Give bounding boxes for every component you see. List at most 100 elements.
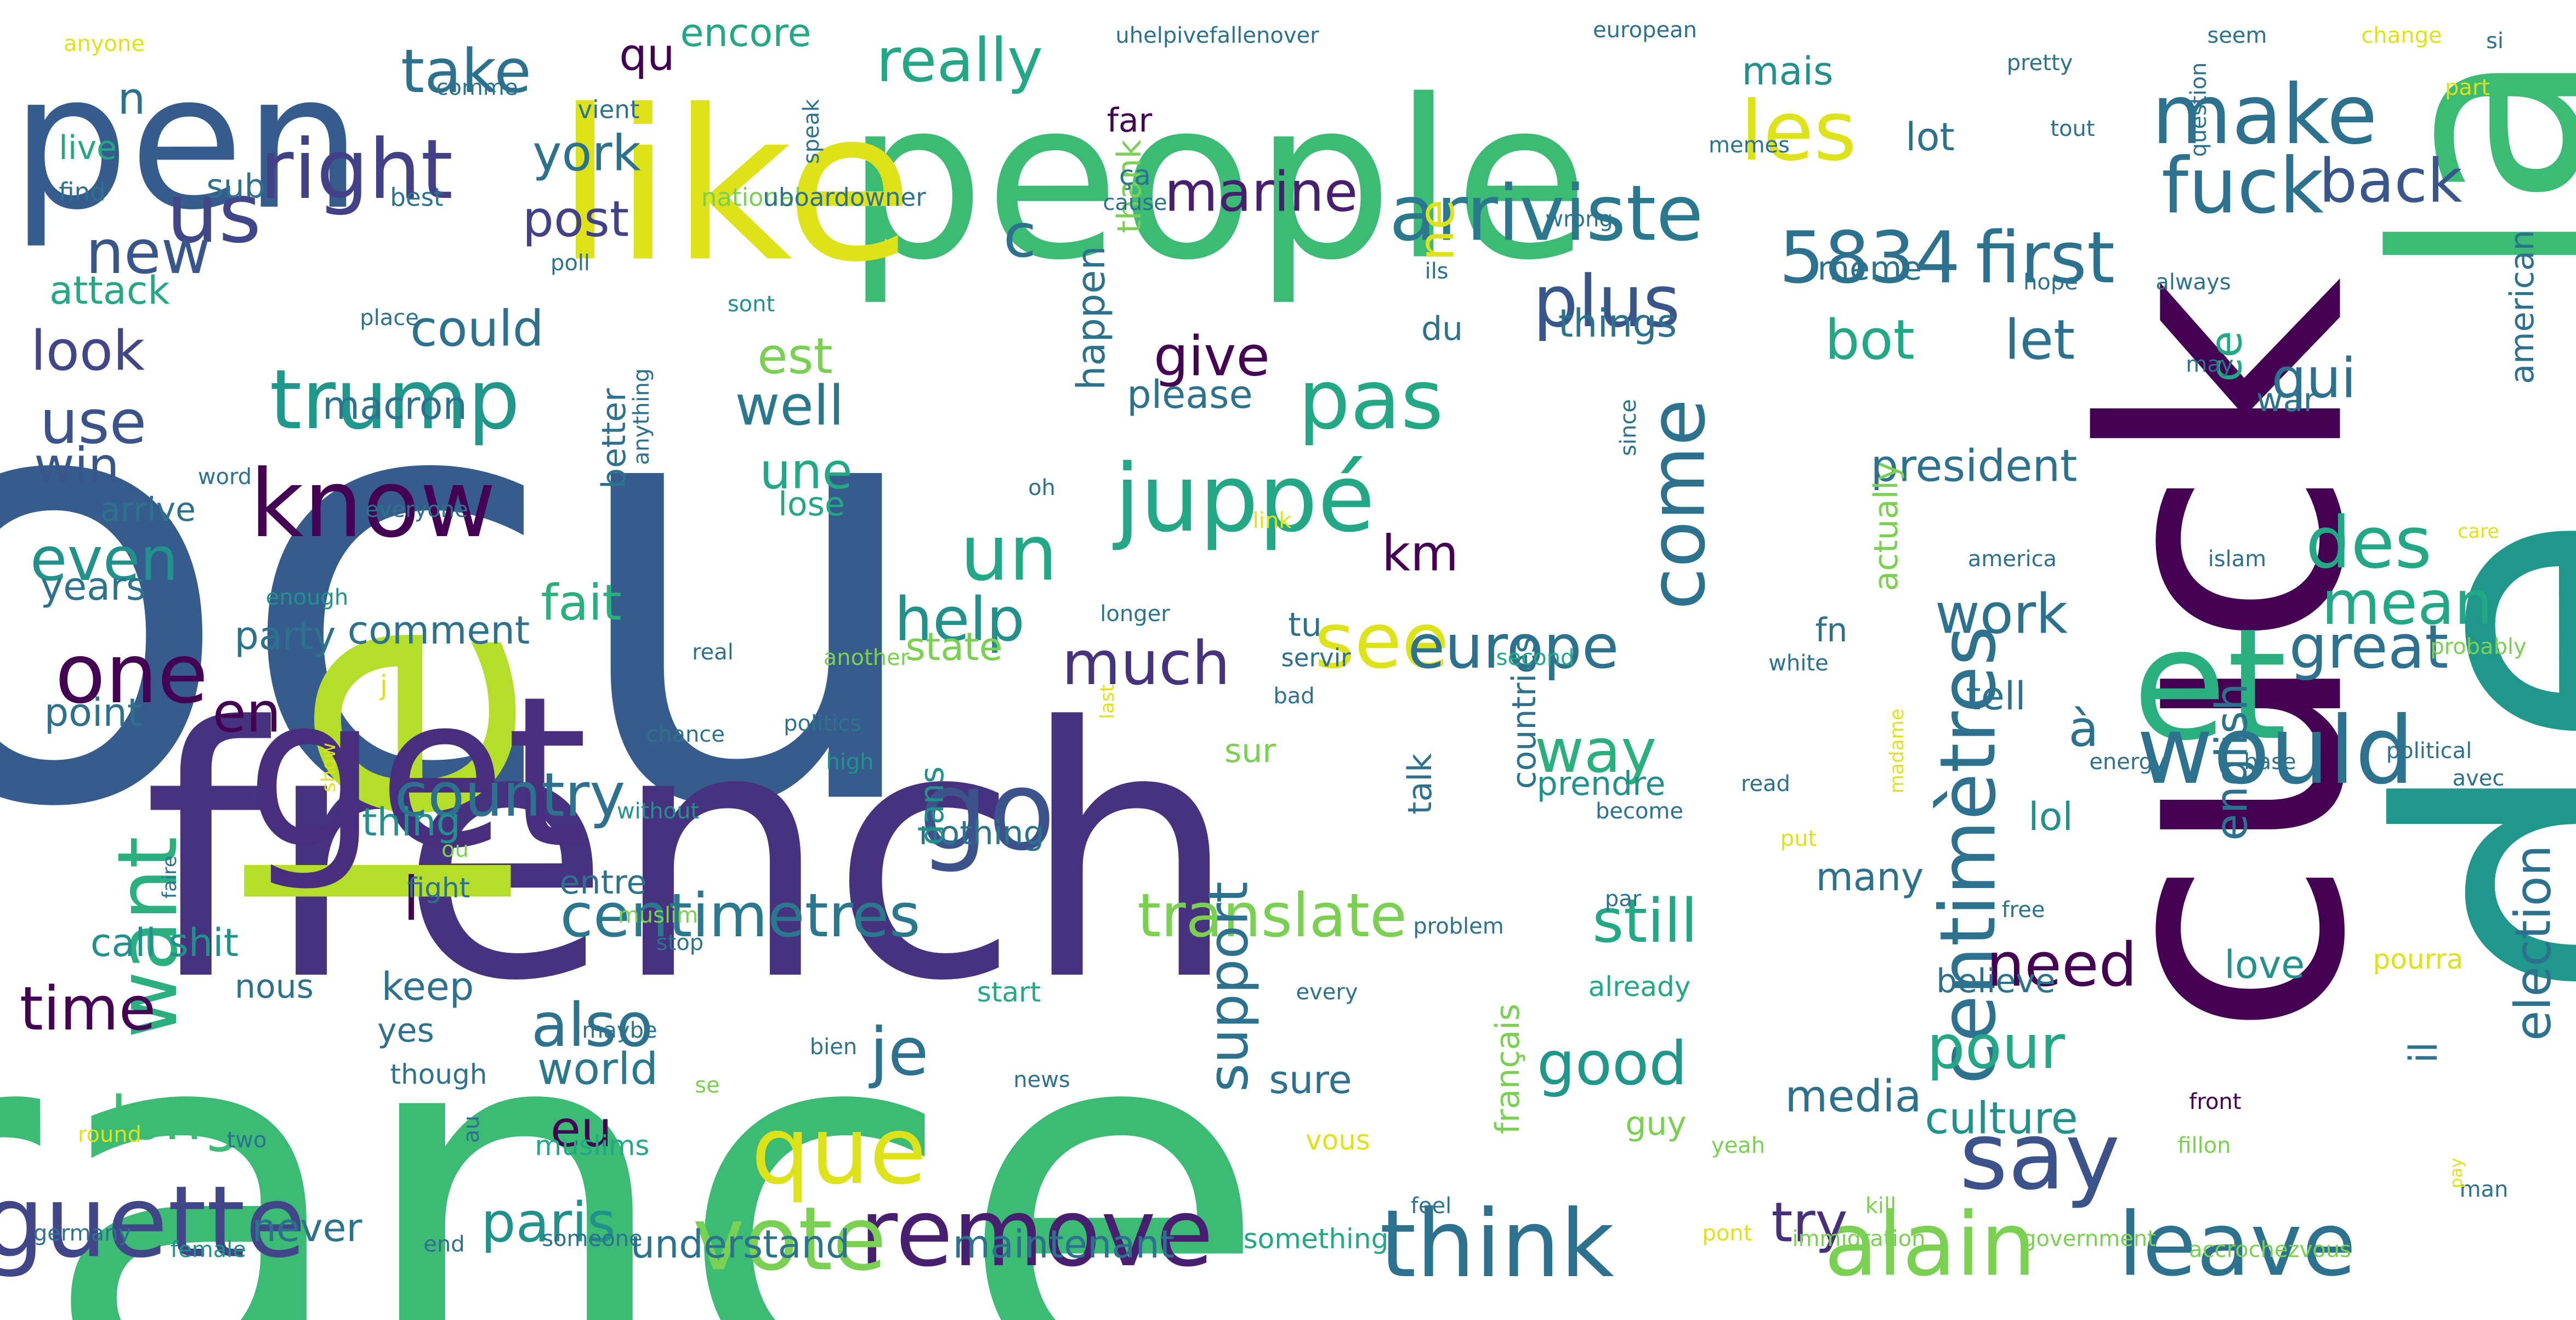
word-speak: speak: [799, 99, 824, 164]
word-fillon: fillon: [2177, 1133, 2231, 1158]
word-french: french: [143, 654, 1239, 1056]
word-always: always: [2155, 270, 2231, 295]
word-back: back: [2319, 146, 2462, 216]
word-faire: faire: [159, 856, 181, 899]
word-round: round: [78, 1122, 141, 1147]
word-pretty: pretty: [2007, 50, 2073, 76]
word-au: au: [459, 1116, 484, 1143]
word-could: could: [410, 300, 544, 358]
word-free: free: [2002, 897, 2045, 923]
word-high: high: [826, 749, 873, 775]
word-anyone: anyone: [64, 31, 145, 56]
word-one: one: [55, 627, 208, 722]
word-know: know: [249, 450, 496, 559]
word-even: even: [30, 524, 178, 594]
word-last: last: [1097, 684, 1119, 719]
word-well: well: [735, 374, 844, 438]
word-nous: nous: [235, 968, 314, 1006]
word-never: never: [252, 1205, 362, 1250]
word-bot: bot: [1825, 308, 1915, 372]
word-que: que: [751, 1097, 927, 1205]
word-better: better: [595, 388, 633, 489]
word-se: se: [695, 1073, 719, 1098]
word-far: far: [1107, 101, 1153, 140]
word-lol: lol: [2028, 794, 2073, 839]
word-become: become: [1596, 799, 1683, 824]
word-translate: translate: [1137, 880, 1407, 951]
word-think: think: [1380, 1190, 1614, 1299]
word-probably: probably: [2430, 634, 2527, 659]
word-good: good: [1537, 1028, 1687, 1099]
word-entre: entre: [560, 863, 647, 902]
word-vote: vote: [693, 1188, 887, 1290]
word-first: first: [1976, 216, 2115, 299]
word-feel: feel: [1411, 1193, 1451, 1219]
word-l: l: [403, 864, 420, 934]
word-par: par: [1605, 886, 1642, 912]
word-president: president: [1870, 441, 2077, 492]
word-front: front: [2189, 1089, 2241, 1114]
word-fuck: fuck: [2161, 142, 2324, 231]
word-marine: marine: [1165, 160, 1358, 224]
word-sure: sure: [1269, 1057, 1352, 1102]
word-country: country: [395, 760, 626, 830]
word-seem: seem: [2207, 23, 2267, 48]
word-everyone: everyone: [365, 497, 468, 522]
word-state: state: [905, 624, 1002, 669]
word-group: cocufrancefrenchdelalecuckpeoplelikegetp…: [0, 10, 2576, 1320]
word-mean: mean: [2322, 568, 2493, 638]
word-election: election: [2505, 845, 2562, 1041]
word-great: great: [2289, 612, 2449, 682]
word-get: get: [246, 652, 588, 895]
word-km: km: [1382, 525, 1459, 583]
word-fait: fait: [541, 574, 621, 632]
word-york: york: [532, 125, 640, 183]
word-mais: mais: [1741, 49, 1833, 94]
word-call-shit: call shit: [90, 920, 239, 965]
word-countries: countries: [1505, 636, 1544, 789]
word-european: european: [1593, 18, 1697, 43]
word-germany: germany: [33, 1221, 131, 1246]
word-leave: leave: [2118, 1193, 2356, 1296]
word-macron: macron: [322, 383, 467, 428]
word-national: national: [701, 183, 801, 212]
word-go: go: [918, 748, 1055, 875]
word-try: try: [1771, 1191, 1848, 1255]
word-qu: qu: [619, 30, 674, 81]
word-plus: plus: [1533, 260, 1681, 343]
word-kill: kill: [1865, 1193, 1897, 1219]
word-pay: pay: [2447, 1158, 2466, 1188]
word-years: years: [41, 564, 146, 609]
word-les: les: [1740, 84, 1857, 179]
word-chance: chance: [646, 722, 725, 747]
word-love: love: [2225, 942, 2305, 987]
word-new: new: [86, 217, 210, 287]
word-though: though: [390, 1059, 487, 1090]
word-longer: longer: [1100, 601, 1170, 627]
word-europe: europe: [1408, 612, 1619, 682]
word-arrive: arrive: [100, 491, 196, 529]
word-help: help: [894, 584, 1025, 655]
word-dans: dans: [913, 766, 951, 845]
word-à: à: [2068, 701, 2098, 758]
word-culture: culture: [1925, 1093, 2078, 1144]
word-il: il: [2401, 1042, 2446, 1063]
word-word: word: [198, 464, 252, 490]
word-une: une: [759, 443, 852, 500]
word-time: time: [20, 974, 156, 1044]
word-war: war: [2256, 381, 2317, 419]
word-sur: sur: [1224, 732, 1276, 770]
word-lot: lot: [1905, 115, 1955, 160]
word-sont: sont: [728, 292, 775, 317]
word-français: français: [1489, 1004, 1527, 1134]
word-still: still: [1592, 886, 1698, 956]
word-two: two: [227, 1128, 267, 1153]
word-cuck: cuck: [2035, 277, 2418, 1038]
word-anything: anything: [629, 368, 654, 465]
word-centimetres: centimetres: [560, 880, 920, 951]
word-long: long: [110, 1083, 240, 1153]
word-muslim: muslim: [618, 903, 698, 928]
word-hope: hope: [2023, 270, 2078, 295]
